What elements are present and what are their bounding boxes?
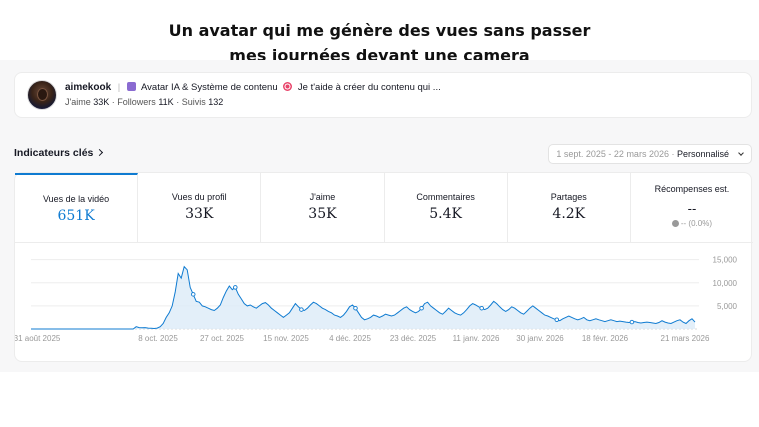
metric-sub: -- (0.0%) [631, 219, 753, 228]
metric-label: J'aime [309, 192, 336, 202]
x-tick-label: 4 déc. 2025 [329, 334, 371, 343]
y-tick-label: 15,000 [713, 256, 738, 265]
data-point[interactable] [554, 317, 560, 322]
followers-label: Followers [117, 97, 156, 107]
divider: | [117, 82, 121, 93]
metric-tab-0[interactable]: Vues de la vidéo 651K [15, 173, 139, 242]
metrics-card: Vues de la vidéo 651K Vues du profil 33K J'a… [14, 172, 753, 362]
metric-value: -- [687, 201, 697, 216]
metric-tab-4[interactable]: Partages 4.2K [508, 173, 631, 242]
date-mode: Personnalisé [676, 149, 729, 159]
indicators-bar: Indicateurs clés 1 sept. 2025 - 22 mars … [14, 140, 752, 170]
x-tick-label: 8 oct. 2025 [138, 334, 178, 343]
metric-value: 35K [308, 206, 337, 222]
indicators-title[interactable]: Indicateurs clés [14, 147, 104, 159]
chevron-down-icon [738, 150, 744, 156]
x-tick-label: 18 févr. 2026 [582, 334, 629, 343]
x-tick-label: 21 mars 2026 [661, 334, 710, 343]
profile-stats: J'aime 33K · Followers 11K · Suivis 132 [65, 97, 223, 107]
y-tick-label: 5,000 [717, 302, 738, 311]
x-tick-label: 23 déc. 2025 [390, 334, 437, 343]
caption-line-1: Un avatar qui me génère des vues sans pa… [168, 21, 591, 40]
metric-value: 33K [185, 206, 214, 222]
profile-card: aimekook | Avatar IA & Système de conten… [14, 72, 752, 118]
metric-tabs: Vues de la vidéo 651K Vues du profil 33K J'a… [15, 173, 753, 243]
x-tick-label: 30 janv. 2026 [516, 334, 564, 343]
bio-part-1: Avatar IA & Système de contenu [141, 82, 278, 93]
metric-label: Partages [550, 192, 587, 202]
y-tick-label: 10,000 [713, 279, 738, 288]
data-point[interactable] [353, 305, 358, 311]
metric-tab-2[interactable]: J'aime 35K [261, 173, 385, 242]
avatar[interactable] [27, 80, 57, 110]
username[interactable]: aimekook [65, 82, 112, 93]
metric-label: Vues de la vidéo [42, 194, 110, 204]
data-point[interactable] [419, 305, 424, 311]
x-tick-label: 11 janv. 2026 [453, 334, 500, 343]
mask-icon [126, 82, 136, 91]
metric-sub-text: -- (0.0%) [680, 219, 712, 228]
bio-part-2: Je t'aide à créer du contenu qui ... [297, 82, 441, 93]
series-area [31, 266, 695, 329]
views-chart: 15,000 10,000 5,000 31 août 2025 8 oct. 2025… [15, 256, 738, 343]
chevron-right-icon [96, 148, 104, 157]
info-icon [671, 220, 679, 227]
data-point[interactable] [190, 292, 196, 297]
metric-value: 4.2K [552, 206, 586, 222]
date-separator: · [668, 149, 677, 159]
followers-value: 11K [158, 97, 174, 107]
date-range-text: 1 sept. 2025 - 22 mars 2026 [556, 149, 669, 159]
profile-header: aimekook | Avatar IA & Système de conten… [65, 82, 441, 93]
metric-value: 651K [57, 208, 95, 224]
series-line [31, 265, 696, 330]
date-range-selector[interactable]: 1 sept. 2025 - 22 mars 2026 · Personnali… [548, 144, 752, 164]
metric-tab-5[interactable]: Récompenses est. -- -- (0.0%) [631, 173, 753, 242]
analytics-panel: aimekook | Avatar IA & Système de conten… [0, 60, 759, 372]
target-icon [283, 82, 293, 91]
x-tick-label: 27 oct. 2025 [200, 334, 245, 343]
likes-label: J'aime [65, 97, 91, 107]
x-tick-label: 15 nov. 2025 [263, 334, 309, 343]
indicators-title-text: Indicateurs clés [14, 147, 94, 159]
following-label: Suivis [181, 97, 206, 107]
metric-label: Vues du profil [171, 192, 227, 202]
metric-value: 5.4K [429, 206, 462, 222]
stat-separator: · [111, 97, 118, 107]
x-tick-label: 31 août 2025 [15, 334, 61, 343]
metric-tab-3[interactable]: Commentaires 5.4K [385, 173, 508, 242]
data-point[interactable] [479, 305, 484, 311]
data-point[interactable] [233, 285, 238, 290]
metric-label: Commentaires [416, 192, 475, 202]
metric-tab-1[interactable]: Vues du profil 33K [138, 173, 262, 242]
following-value: 132 [208, 97, 224, 107]
data-point[interactable] [299, 307, 304, 312]
likes-value: 33K [93, 97, 110, 107]
metric-label: Récompenses est. [654, 184, 730, 194]
stat-separator: · [176, 97, 182, 107]
data-point[interactable] [629, 319, 635, 325]
